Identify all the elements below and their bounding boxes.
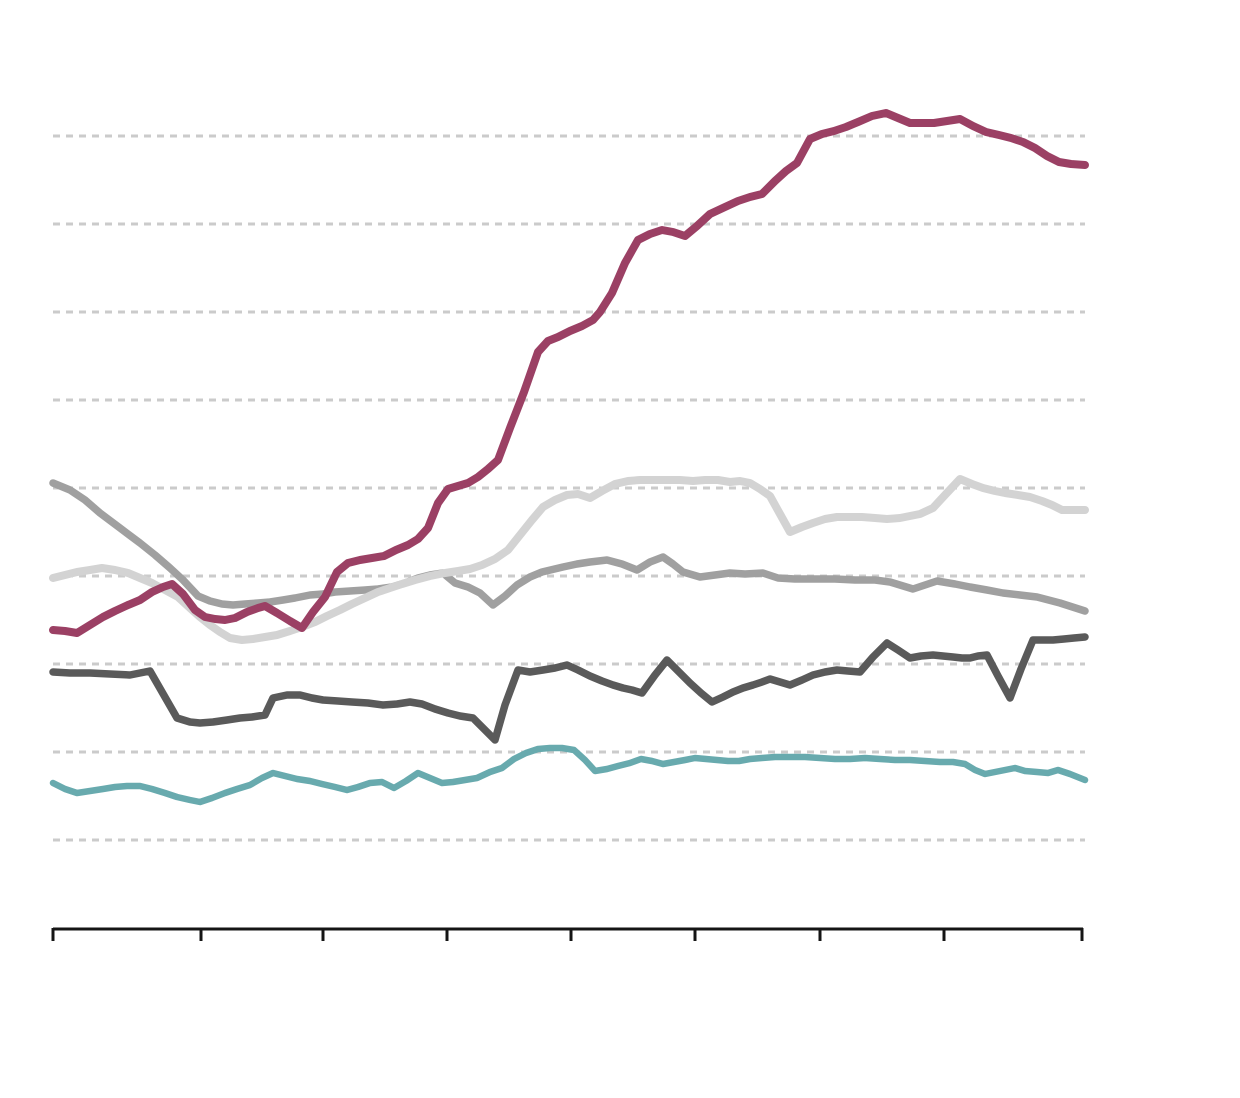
series-light-gray xyxy=(49,475,1089,644)
series-burgundy xyxy=(49,109,1089,637)
series-teal xyxy=(49,744,1089,806)
series-medium-gray xyxy=(49,479,1089,615)
series-dark-gray xyxy=(49,633,1089,744)
